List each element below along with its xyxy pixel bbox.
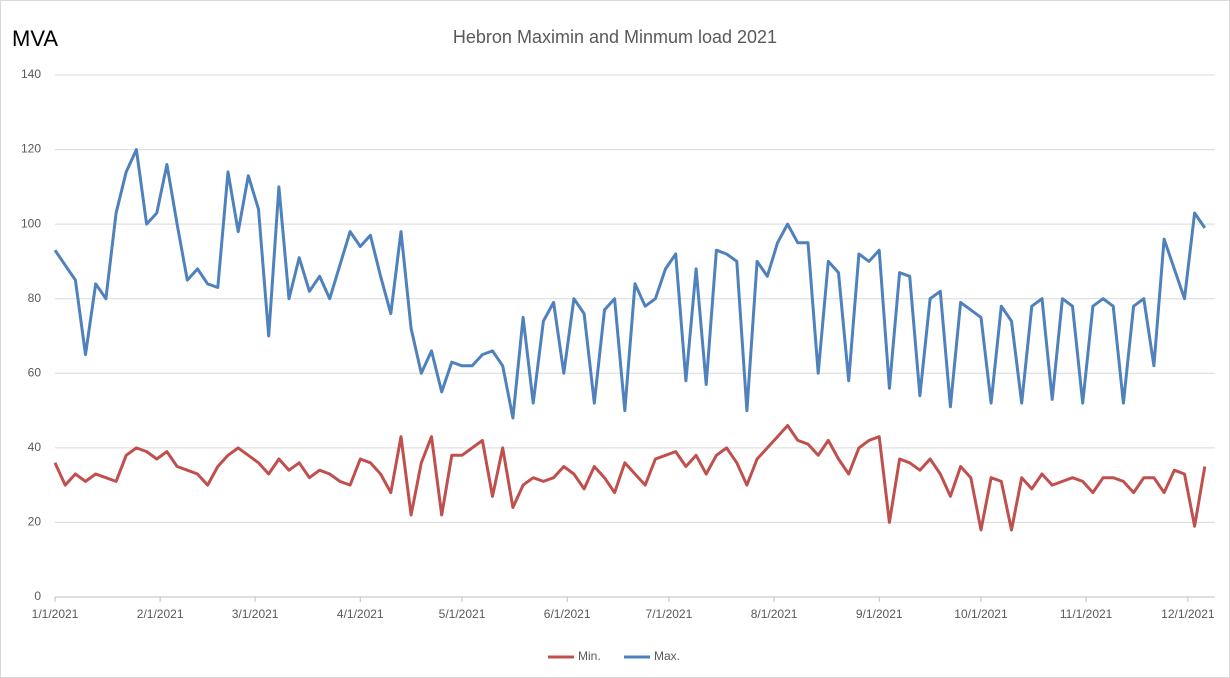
y-tick-label: 60 bbox=[28, 365, 42, 379]
y-tick-label: 80 bbox=[28, 291, 42, 305]
x-tick-label: 2/1/2021 bbox=[137, 607, 184, 621]
y-tick-label: 0 bbox=[34, 589, 41, 603]
series-line bbox=[53, 424, 1207, 532]
legend-label: Max. bbox=[654, 649, 680, 663]
x-tick-label: 8/1/2021 bbox=[751, 607, 798, 621]
x-tick-label: 11/1/2021 bbox=[1060, 607, 1113, 621]
x-tick-label: 7/1/2021 bbox=[646, 607, 693, 621]
series-line bbox=[53, 148, 1207, 420]
y-tick-label: 100 bbox=[21, 216, 41, 230]
x-tick-label: 3/1/2021 bbox=[232, 607, 279, 621]
x-tick-label: 10/1/2021 bbox=[954, 607, 1008, 621]
x-tick-label: 6/1/2021 bbox=[544, 607, 591, 621]
x-tick-label: 5/1/2021 bbox=[439, 607, 486, 621]
y-tick-label: 140 bbox=[21, 67, 41, 81]
y-tick-label: 120 bbox=[21, 142, 41, 156]
x-tick-label: 9/1/2021 bbox=[856, 607, 903, 621]
y-axis-label: MVA bbox=[12, 26, 58, 51]
x-tick-label: 1/1/2021 bbox=[32, 607, 79, 621]
y-tick-label: 40 bbox=[28, 440, 42, 454]
x-tick-label: 12/1/2021 bbox=[1161, 607, 1215, 621]
legend-label: Min. bbox=[578, 649, 601, 663]
chart-title: Hebron Maximin and Minmum load 2021 bbox=[453, 27, 777, 47]
x-tick-label: 4/1/2021 bbox=[337, 607, 384, 621]
y-tick-label: 20 bbox=[28, 515, 42, 529]
